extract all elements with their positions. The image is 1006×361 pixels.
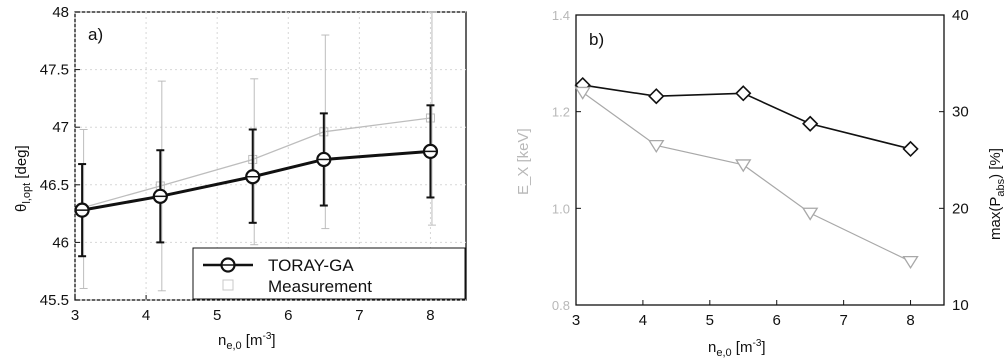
xlabel-main: n	[708, 339, 716, 356]
xlabel-sup: -3	[752, 338, 761, 349]
panel-b-label: b)	[589, 30, 604, 49]
panel-b-xlabel: ne,0 [m-3]	[708, 338, 766, 359]
x-tick-label: 4	[639, 312, 647, 329]
x-tick-label: 6	[284, 307, 292, 324]
y-tick-label-left: 1.2	[552, 105, 570, 120]
y-tick-label: 48	[52, 4, 69, 21]
ylabel-right-sub: abs	[995, 178, 1006, 196]
legend-box	[192, 247, 466, 300]
panel-a-xlabel: ne,0 [m-3]	[218, 331, 276, 352]
y-tick-label-right: 30	[952, 104, 969, 121]
y-tick-label-left: 0.8	[552, 298, 570, 313]
x-tick-label: 5	[706, 312, 714, 329]
ylabel-main: θ	[13, 204, 30, 212]
y-tick-label-left: 1.0	[552, 201, 570, 216]
xlabel-close: ]	[761, 339, 765, 356]
xlabel-sup: -3	[262, 331, 271, 342]
legend-measurement-label: Measurement	[268, 277, 372, 296]
data-point-diamond	[902, 140, 919, 158]
data-point-triangle	[802, 207, 819, 221]
y-tick-label: 47	[52, 119, 69, 136]
y-tick-label: 47.5	[40, 62, 69, 79]
x-tick-label: 3	[572, 312, 580, 329]
xlabel-close: ]	[271, 332, 275, 349]
y-tick-label-right: 20	[952, 200, 969, 217]
x-tick-label: 7	[355, 307, 363, 324]
x-tick-label: 8	[426, 307, 434, 324]
legend-toray-label: TORAY-GA	[268, 256, 354, 275]
y-tick-label: 46.5	[40, 177, 69, 194]
panel-a-chart: 3 4 5 6 7 8 45.5 46 46.5 47 47.5 48 a) TORAY-GA Mea…	[13, 4, 467, 352]
x-tick-label: 6	[773, 312, 781, 329]
x-tick-label: 3	[71, 307, 79, 324]
panel-b-tick-labels: 3 4 5 6 7 8 0.8 1.0 1.2 1.4 10 20 30 40	[552, 7, 969, 329]
x-tick-label: 8	[906, 312, 914, 329]
legend-measurement-marker	[222, 279, 234, 291]
data-point-diamond	[735, 85, 752, 102]
ylabel-right-main: max(P	[987, 197, 1004, 240]
x-tick-label: 4	[142, 307, 150, 324]
data-point-diamond	[802, 115, 819, 132]
data-point-triangle	[735, 159, 752, 173]
panel-b-plot-frame	[575, 14, 945, 306]
panel-b-chart: 3 4 5 6 7 8 0.8 1.0 1.2 1.4 10 20 30 40 b) ne,0 [m-3]…	[515, 7, 1006, 359]
y-tick-label-right: 10	[952, 297, 969, 314]
panel-a-series	[74, 11, 439, 292]
data-point-triangle	[902, 255, 919, 270]
xlabel-unit: [m	[242, 332, 263, 349]
xlabel-main: n	[218, 332, 226, 349]
y-tick-label-right: 40	[952, 7, 969, 24]
xlabel-unit: [m	[732, 339, 753, 356]
panel-a-label: a)	[88, 25, 103, 44]
y-tick-label: 45.5	[40, 292, 69, 309]
ylabel-right-unit: ) [%]	[987, 148, 1004, 179]
panel-a-tick-labels: 3 4 5 6 7 8 45.5 46 46.5 47 47.5 48	[40, 4, 435, 324]
data-point-triangle	[648, 139, 665, 154]
xlabel-sub: e,0	[226, 340, 241, 352]
data-point-triangle	[574, 86, 591, 100]
y-tick-label: 46	[52, 234, 69, 251]
data-point-diamond	[648, 88, 665, 105]
panel-b-ylabel-left: E_X [keV]	[515, 128, 532, 195]
xlabel-sub: e,0	[716, 347, 731, 359]
y-tick-label-left: 1.4	[552, 8, 570, 23]
x-tick-label: 5	[213, 307, 221, 324]
ylabel-sub: l,opt	[21, 183, 33, 204]
panel-b-ylabel-right: max(Pabs) [%]	[987, 148, 1006, 240]
panel-b-series	[574, 76, 919, 270]
x-tick-label: 7	[839, 312, 847, 329]
ylabel-unit: [deg]	[13, 145, 30, 183]
panel-a-ylabel: θl,opt [deg]	[13, 145, 33, 212]
panel-a-legend: TORAY-GA Measurement	[192, 247, 466, 300]
